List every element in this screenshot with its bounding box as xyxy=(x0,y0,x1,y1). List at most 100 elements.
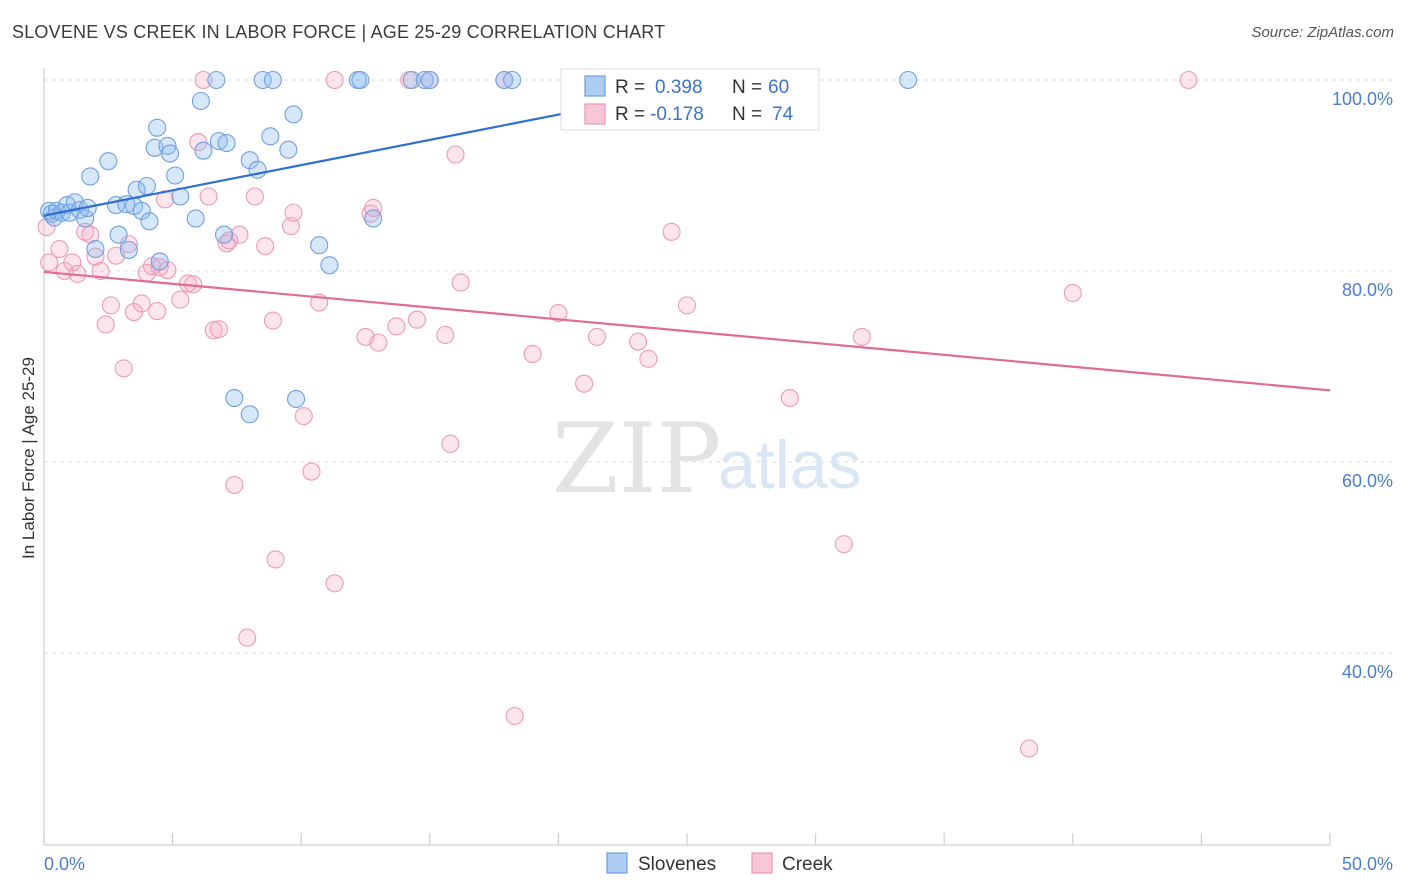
bottom-legend-label-slovenes: Slovenes xyxy=(638,854,716,875)
creek-point xyxy=(63,253,82,272)
creek-point xyxy=(101,296,120,315)
slovenes-point xyxy=(86,239,105,259)
creek-point xyxy=(852,327,871,346)
creek-point xyxy=(81,225,100,244)
creek-point xyxy=(294,407,313,426)
creek-point xyxy=(451,273,470,292)
slovenes-point xyxy=(217,133,236,153)
creek-point xyxy=(86,247,105,266)
creek-point xyxy=(96,315,115,334)
creek-point xyxy=(148,302,167,321)
legend-n-value-creek: 74 xyxy=(772,104,794,125)
y-tick-label: 40.0% xyxy=(1342,662,1393,682)
creek-point xyxy=(549,303,568,323)
y-tick-label: 60.0% xyxy=(1342,471,1393,491)
creek-point xyxy=(436,325,455,345)
creek-point xyxy=(1020,739,1039,758)
legend-swatch-slovenes xyxy=(584,75,606,97)
creek-point xyxy=(325,70,344,90)
source-credit: Source: ZipAtlas.com xyxy=(1251,24,1394,41)
x-tick-label-min: 0.0% xyxy=(44,854,85,874)
slovenes-point xyxy=(99,152,118,171)
creek-point xyxy=(266,550,285,569)
slovenes-point xyxy=(420,70,439,90)
creek-point xyxy=(209,320,228,339)
y-axis-label: In Labor Force | Age 25-29 xyxy=(19,357,38,559)
slovenes-point xyxy=(240,405,259,424)
creek-point xyxy=(204,321,223,340)
creek-point xyxy=(245,187,264,206)
x-ticks xyxy=(43,833,1331,845)
slovenes-point xyxy=(310,236,329,255)
creek-point xyxy=(1179,70,1198,90)
slovenes-point xyxy=(495,70,514,90)
legend-n-value-slovenes: 60 xyxy=(768,77,789,98)
creek-point xyxy=(132,294,151,313)
legend-r-value-slovenes: 0.398 xyxy=(655,77,703,98)
creek-point xyxy=(325,574,344,593)
slovenes-point xyxy=(402,70,421,90)
x-tick-label-max: 50.0% xyxy=(1342,854,1393,874)
slovenes-point xyxy=(160,144,180,163)
gridlines xyxy=(44,79,1392,654)
creek-point xyxy=(364,198,383,218)
slovenes-point xyxy=(214,225,234,244)
slovenes-point xyxy=(186,209,205,228)
creek-point xyxy=(220,231,239,250)
creek-point xyxy=(50,239,69,259)
creek-point xyxy=(302,462,321,481)
creek-point xyxy=(225,475,244,494)
legend-n-label-slovenes: N = xyxy=(732,77,762,98)
creek-point xyxy=(407,310,426,329)
legend-r-label-slovenes: R = xyxy=(615,77,645,98)
watermark-zip: ZIP xyxy=(552,403,721,515)
creek-point xyxy=(91,261,110,281)
creek-point xyxy=(284,203,303,222)
creek-point xyxy=(505,706,524,726)
y-tick-label: 80.0% xyxy=(1342,280,1393,300)
creek-point xyxy=(1063,283,1082,303)
slovenes-point xyxy=(140,212,159,231)
creek-point xyxy=(387,317,406,336)
slovenes-point xyxy=(253,70,272,90)
legend-r-value-creek: -0.178 xyxy=(650,104,704,125)
creek-point xyxy=(629,332,648,351)
slovenes-point xyxy=(263,70,282,90)
creek-point xyxy=(238,628,257,647)
slovenes-point xyxy=(109,225,128,244)
stats-legend: R = 0.398 N = 60 R = -0.178 N = 74 xyxy=(560,68,820,131)
creek-point xyxy=(523,345,542,364)
watermark-atlas: atlas xyxy=(718,427,862,503)
creek-point xyxy=(114,359,133,378)
slovenes-point xyxy=(76,209,95,228)
slovenes-point xyxy=(207,70,226,90)
creek-point xyxy=(40,253,59,272)
creek-point xyxy=(76,222,95,241)
bottom-legend-swatch-slovenes xyxy=(606,852,628,874)
y-tick-label: 100.0% xyxy=(1332,89,1393,109)
slovenes-point xyxy=(209,132,228,151)
creek-point xyxy=(834,535,853,554)
legend-n-label-creek: N = xyxy=(732,104,762,125)
creek-point xyxy=(171,290,190,309)
creek-point xyxy=(369,333,388,352)
creek-point xyxy=(780,388,799,408)
creek-trend-line xyxy=(43,270,1331,392)
slovenes-point xyxy=(351,70,370,90)
slovenes-point xyxy=(150,252,169,271)
series-legend: Slovenes Creek xyxy=(606,852,833,875)
creek-point xyxy=(575,374,594,393)
slovenes-point xyxy=(899,70,918,90)
creek-point xyxy=(194,70,213,90)
creek-point xyxy=(263,311,282,330)
creek-point xyxy=(639,349,658,368)
slovenes-point xyxy=(137,176,156,196)
slovenes-point xyxy=(364,209,383,228)
creek-point xyxy=(677,296,697,315)
slovenes-point xyxy=(240,151,259,170)
creek-point xyxy=(587,327,607,346)
chart-title: SLOVENE VS CREEK IN LABOR FORCE | AGE 25… xyxy=(12,22,666,42)
slovenes-point xyxy=(279,140,298,159)
creek-point xyxy=(189,133,208,152)
creek-point xyxy=(199,187,218,206)
